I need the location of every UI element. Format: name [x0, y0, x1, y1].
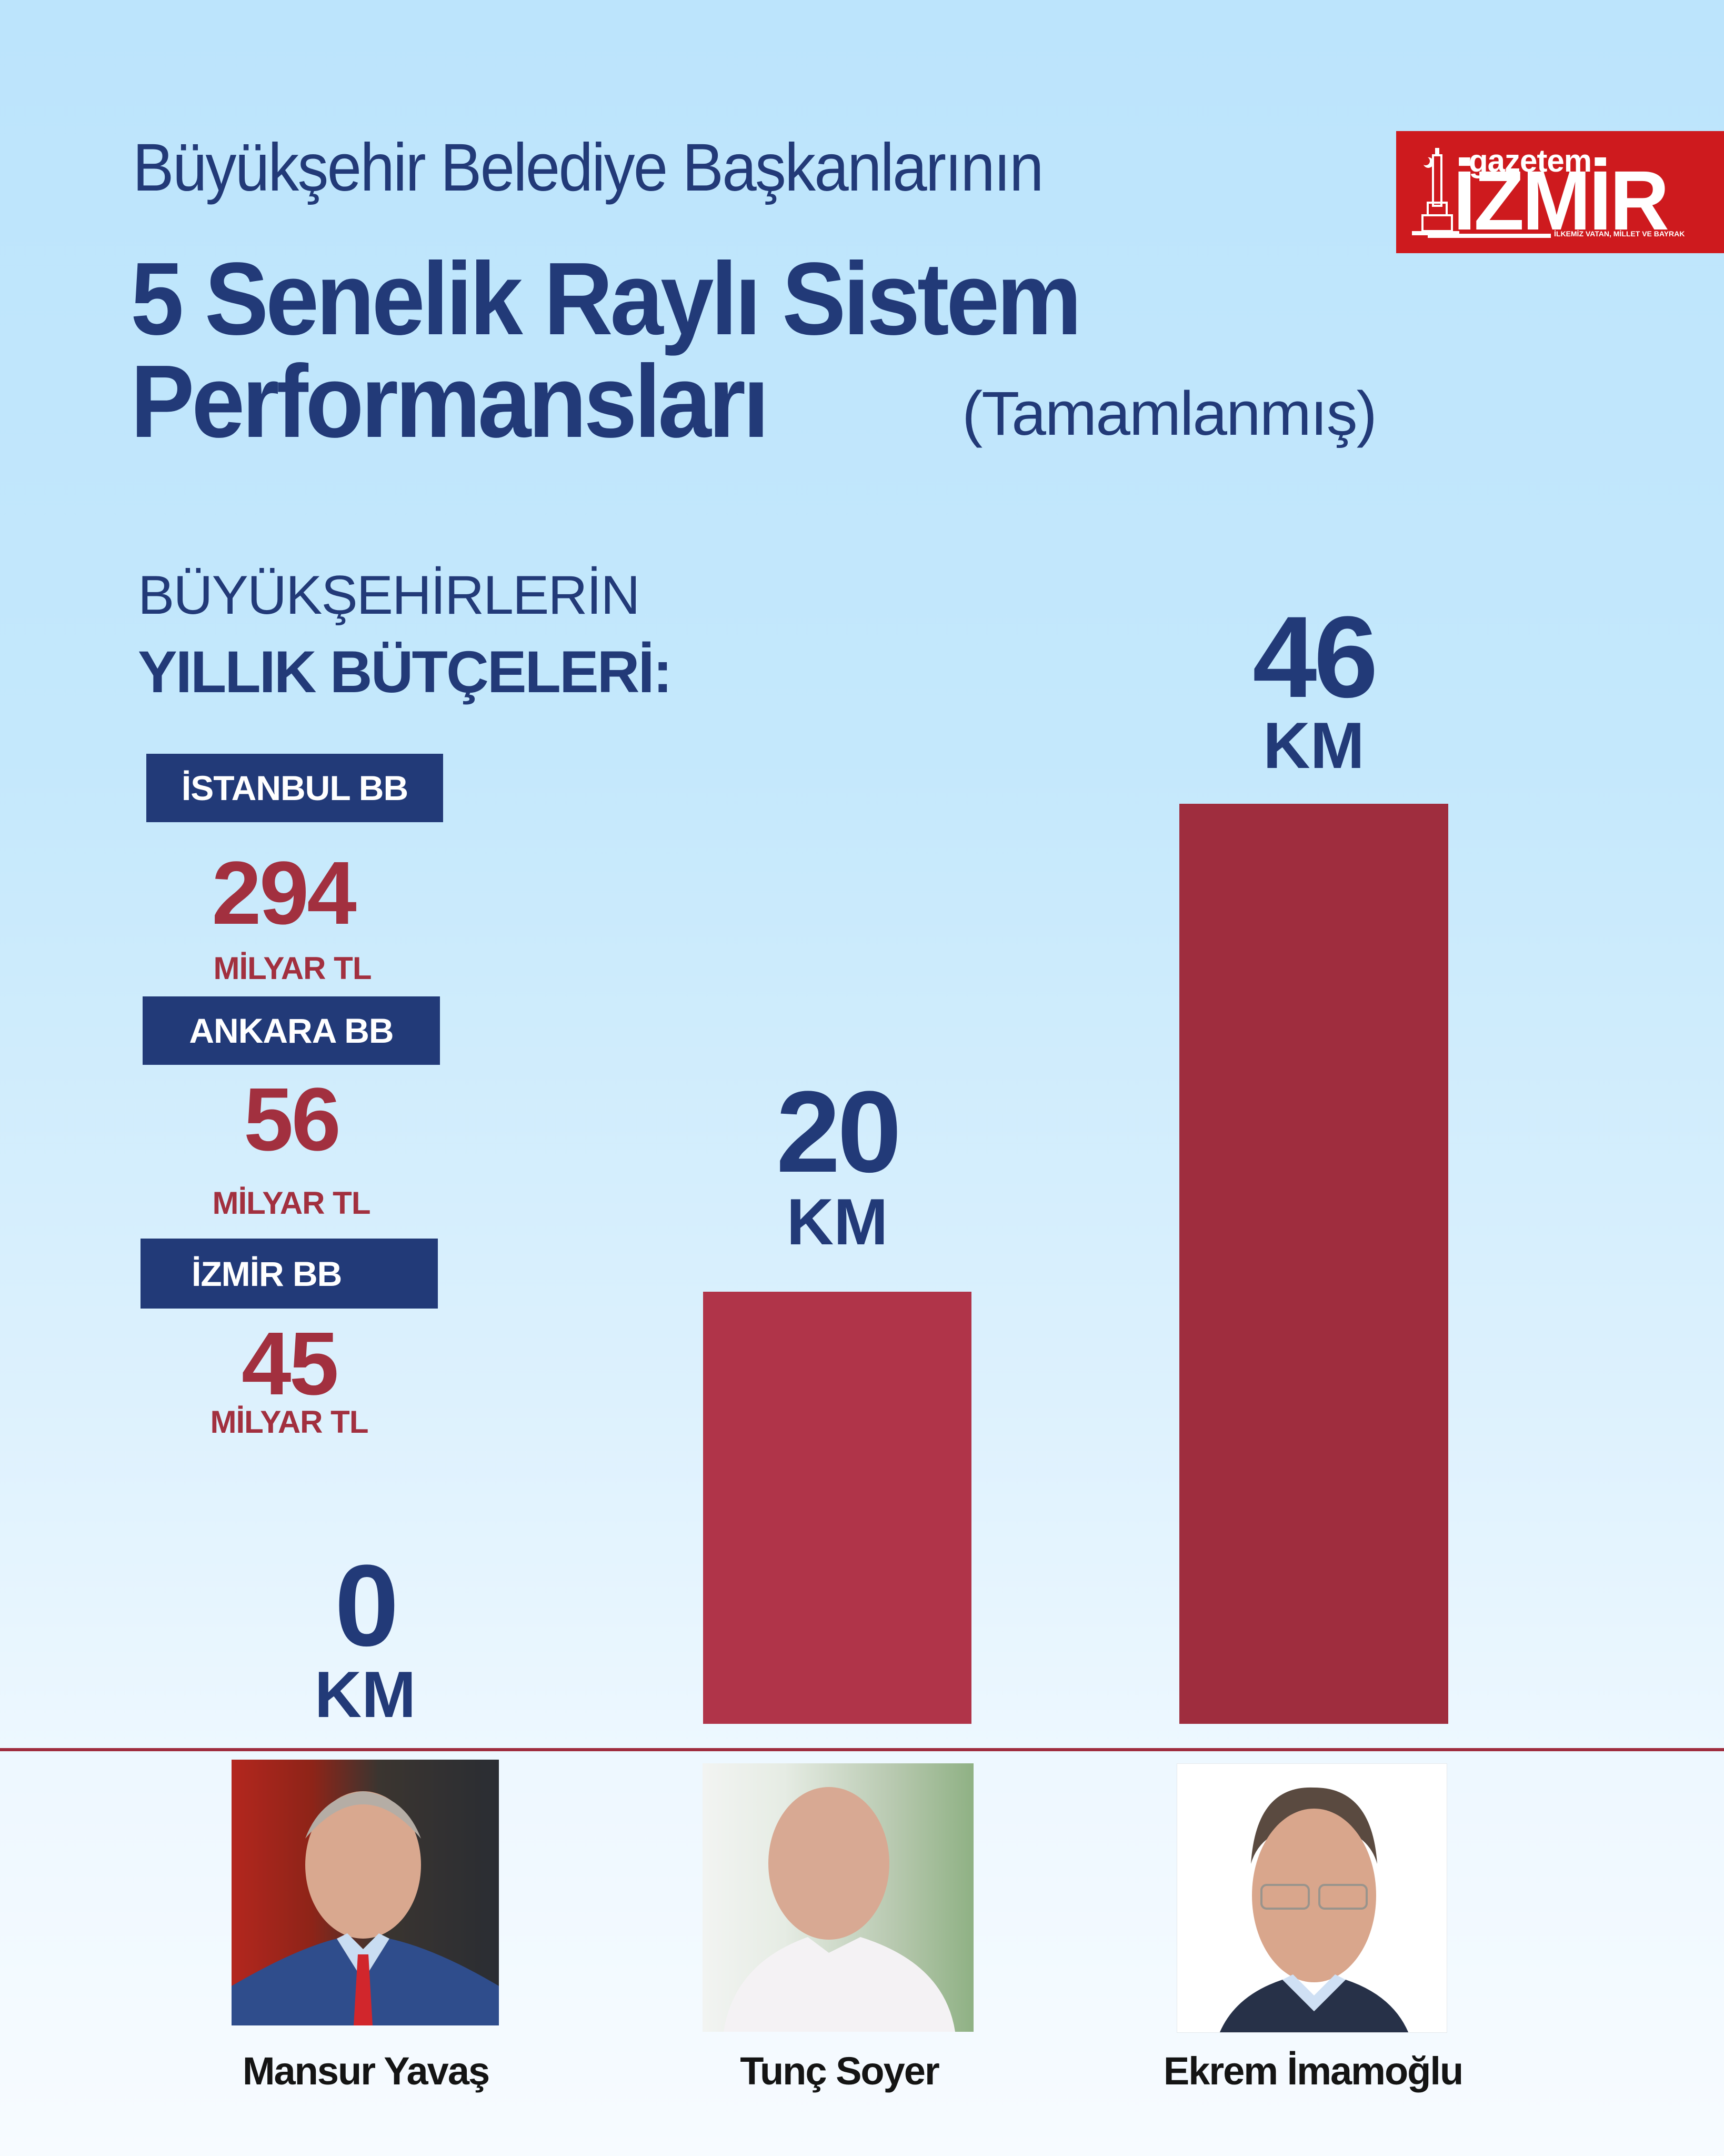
clock-tower-icon: [1412, 148, 1459, 235]
budget-unit-izmir: MİLYAR TL: [210, 1404, 369, 1440]
budget-unit-istanbul: MİLYAR TL: [213, 951, 372, 986]
page-subtitle: Büyükşehir Belediye Başkanlarının: [133, 130, 1044, 205]
gazetem-izmir-logo: gazetem İZMİR İLKEMİZ VATAN, MİLLET VE B…: [1396, 131, 1724, 253]
budget-unit-ankara: MİLYAR TL: [212, 1185, 371, 1221]
logo-brand-big: İZMİR: [1453, 153, 1669, 247]
name-tunc-soyer: Tunç Soyer: [740, 2049, 940, 2093]
title-note: (Tamamlanmış): [962, 379, 1377, 448]
budget-amount-ankara: 56: [243, 1070, 341, 1170]
city-label-ankara: ANKARA BB: [143, 996, 440, 1065]
chart-baseline: [0, 1748, 1724, 1751]
avatar-tunc-soyer: [703, 1763, 974, 2032]
budget-amount-izmir: 45: [241, 1314, 339, 1414]
bar-soyer: [703, 1292, 971, 1724]
name-mansur-yavas: Mansur Yavaş: [242, 2049, 490, 2093]
bar-value-soyer: 20: [776, 1067, 902, 1196]
bar-unit-yavas: KM: [314, 1659, 416, 1731]
avatar-ekrem-imamoglu: [1177, 1763, 1447, 2033]
bar-unit-imamoglu: KM: [1263, 710, 1365, 782]
bar-value-imamoglu: 46: [1252, 592, 1378, 722]
person-portrait-icon: [1219, 1787, 1409, 2032]
bar-unit-soyer: KM: [786, 1186, 888, 1259]
logo-underline: [1428, 234, 1551, 238]
avatar-mansur-yavas: [232, 1760, 499, 2025]
bar-imamoglu: [1179, 804, 1448, 1724]
page-title-line2: Performansları (Tamamlanmış): [131, 342, 1377, 461]
budgets-heading-line1: BÜYÜKŞEHİRLERİN: [138, 565, 640, 626]
city-label-izmir: İZMİR BB: [141, 1239, 438, 1309]
name-ekrem-imamoglu: Ekrem İmamoğlu: [1163, 2049, 1464, 2093]
person-portrait-icon: [724, 1787, 955, 2032]
logo-tagline: İLKEMİZ VATAN, MİLLET VE BAYRAK: [1554, 229, 1685, 238]
city-label-istanbul: İSTANBUL BB: [146, 754, 443, 822]
budgets-heading-line2: YILLIK BÜTÇELERİ:: [138, 639, 673, 705]
page-title-performance: Performansları: [131, 344, 769, 459]
person-portrait-icon: [232, 1791, 499, 2025]
logo-brand-small: gazetem: [1469, 143, 1592, 178]
budget-amount-istanbul: 294: [212, 843, 357, 943]
bar-value-yavas: 0: [334, 1541, 399, 1670]
page-title-line1: 5 Senelik Raylı Sistem: [131, 241, 1082, 356]
